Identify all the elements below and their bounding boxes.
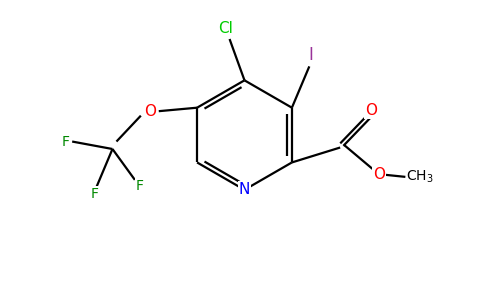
Text: N: N xyxy=(239,182,250,197)
Text: O: O xyxy=(144,104,156,119)
Text: O: O xyxy=(373,167,385,182)
Text: F: F xyxy=(61,134,69,148)
Text: O: O xyxy=(365,103,378,118)
Text: F: F xyxy=(91,187,99,201)
Text: CH$_3$: CH$_3$ xyxy=(407,169,434,185)
Text: Cl: Cl xyxy=(218,21,233,36)
Text: F: F xyxy=(136,179,144,193)
Text: I: I xyxy=(308,46,313,64)
